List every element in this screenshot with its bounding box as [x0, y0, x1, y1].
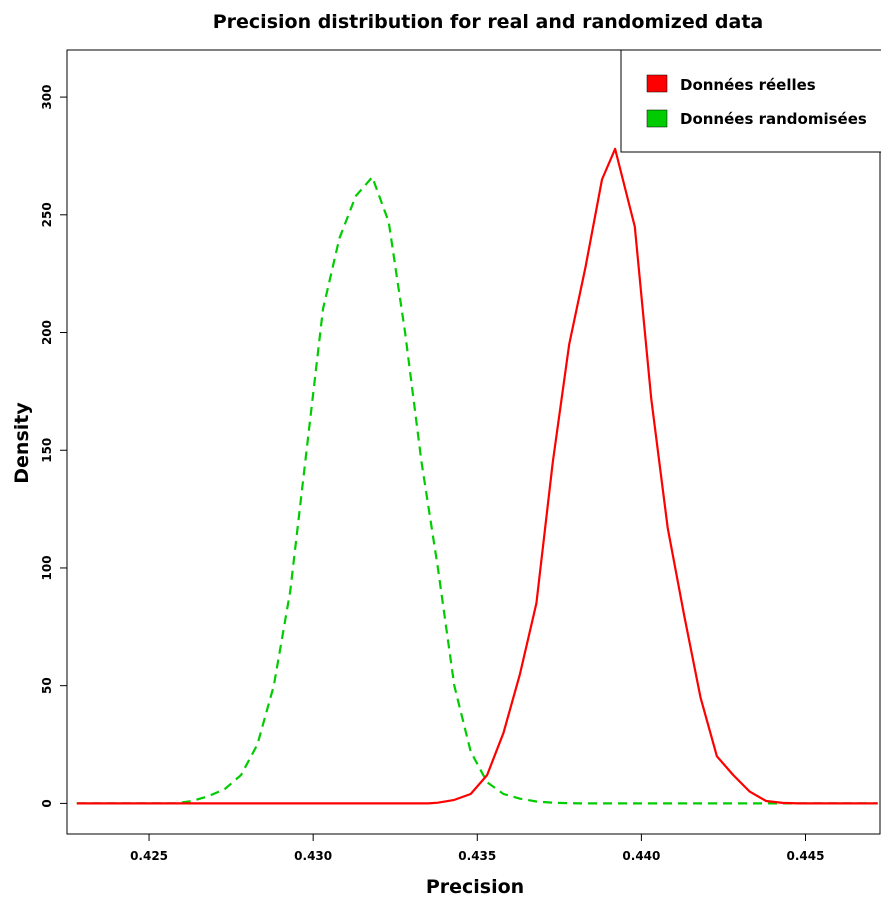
chart-title: Precision distribution for real and rand… [213, 11, 764, 33]
legend-box [620, 49, 881, 153]
x-tick-label: 0.445 [787, 849, 825, 863]
y-tick-label: 50 [40, 677, 54, 694]
y-tick-label: 250 [40, 202, 54, 227]
y-tick-label: 300 [40, 85, 54, 110]
y-tick-label: 100 [40, 555, 54, 580]
series-line-donnees-reelles [76, 147, 878, 805]
legend-swatch-donnees-randomisees [646, 109, 668, 128]
legend-label-donnees-reelles: Données réelles [680, 76, 816, 94]
y-tick-label: 0 [40, 799, 54, 807]
y-axis: 0 50 100 150 200 250 300 [40, 85, 67, 808]
plot-frame [66, 49, 881, 835]
y-tick-label: 150 [40, 438, 54, 463]
x-tick-label: 0.440 [622, 849, 660, 863]
x-tick-label: 0.430 [294, 849, 332, 863]
series-line-donnees-randomisees [76, 176, 878, 805]
x-tick-label: 0.435 [458, 849, 496, 863]
y-tick-label: 200 [40, 320, 54, 345]
legend: Données réelles Données randomisées [620, 49, 881, 153]
x-axis: 0.425 0.430 0.435 0.440 0.445 [130, 834, 824, 863]
x-axis-title: Precision [426, 876, 524, 898]
x-tick-label: 0.425 [130, 849, 168, 863]
legend-swatch-donnees-reelles [646, 74, 668, 93]
y-axis-title: Density [11, 402, 33, 484]
legend-label-donnees-randomisees: Données randomisées [680, 110, 867, 128]
series-layer [76, 147, 878, 805]
